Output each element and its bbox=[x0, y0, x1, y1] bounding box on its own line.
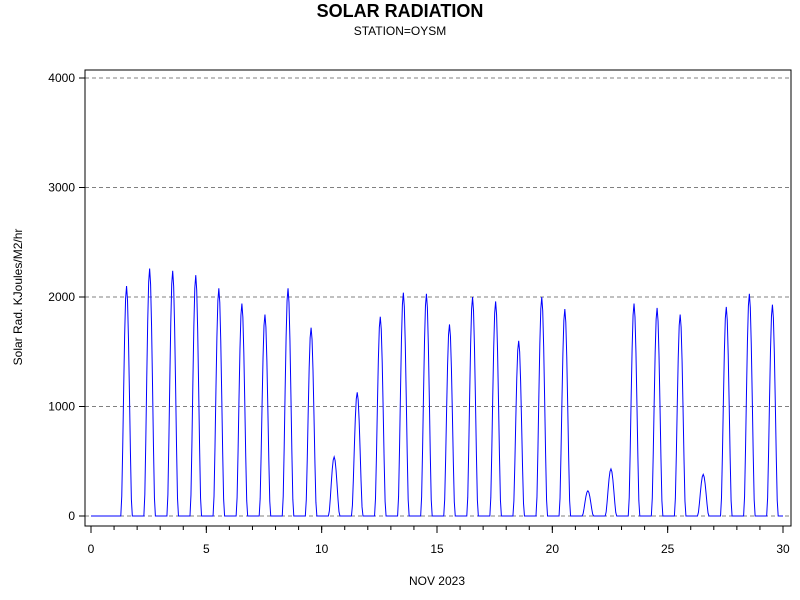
x-tick-label: 20 bbox=[546, 542, 560, 556]
x-tick-label: 30 bbox=[776, 542, 790, 556]
x-tick-label: 5 bbox=[203, 542, 210, 556]
x-tick-label: 25 bbox=[661, 542, 675, 556]
x-axis: 0 5 10 15 20 25 30 bbox=[88, 526, 790, 556]
y-axis: 0 1000 2000 3000 4000 bbox=[48, 71, 85, 523]
y-tick-label: 2000 bbox=[48, 290, 75, 304]
y-tick-label: 3000 bbox=[48, 181, 75, 195]
x-tick-label: 0 bbox=[88, 542, 95, 556]
y-axis-label: Solar Rad. KJoules/M2/hr bbox=[11, 229, 25, 366]
y-tick-label: 1000 bbox=[48, 400, 75, 414]
x-tick-label: 10 bbox=[315, 542, 329, 556]
x-tick-label: 15 bbox=[430, 542, 444, 556]
y-tick-label: 4000 bbox=[48, 71, 75, 85]
gridlines bbox=[85, 77, 791, 517]
series-line-solar-radiation bbox=[91, 268, 783, 517]
x-axis-label: NOV 2023 bbox=[409, 574, 465, 588]
chart-subtitle: STATION=OYSM bbox=[354, 24, 447, 38]
chart-title: SOLAR RADIATION bbox=[317, 1, 484, 21]
plot-frame bbox=[84, 69, 792, 527]
y-tick-label: 0 bbox=[68, 509, 75, 523]
